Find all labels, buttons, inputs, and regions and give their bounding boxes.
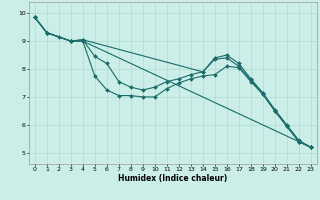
X-axis label: Humidex (Indice chaleur): Humidex (Indice chaleur) — [118, 174, 228, 183]
